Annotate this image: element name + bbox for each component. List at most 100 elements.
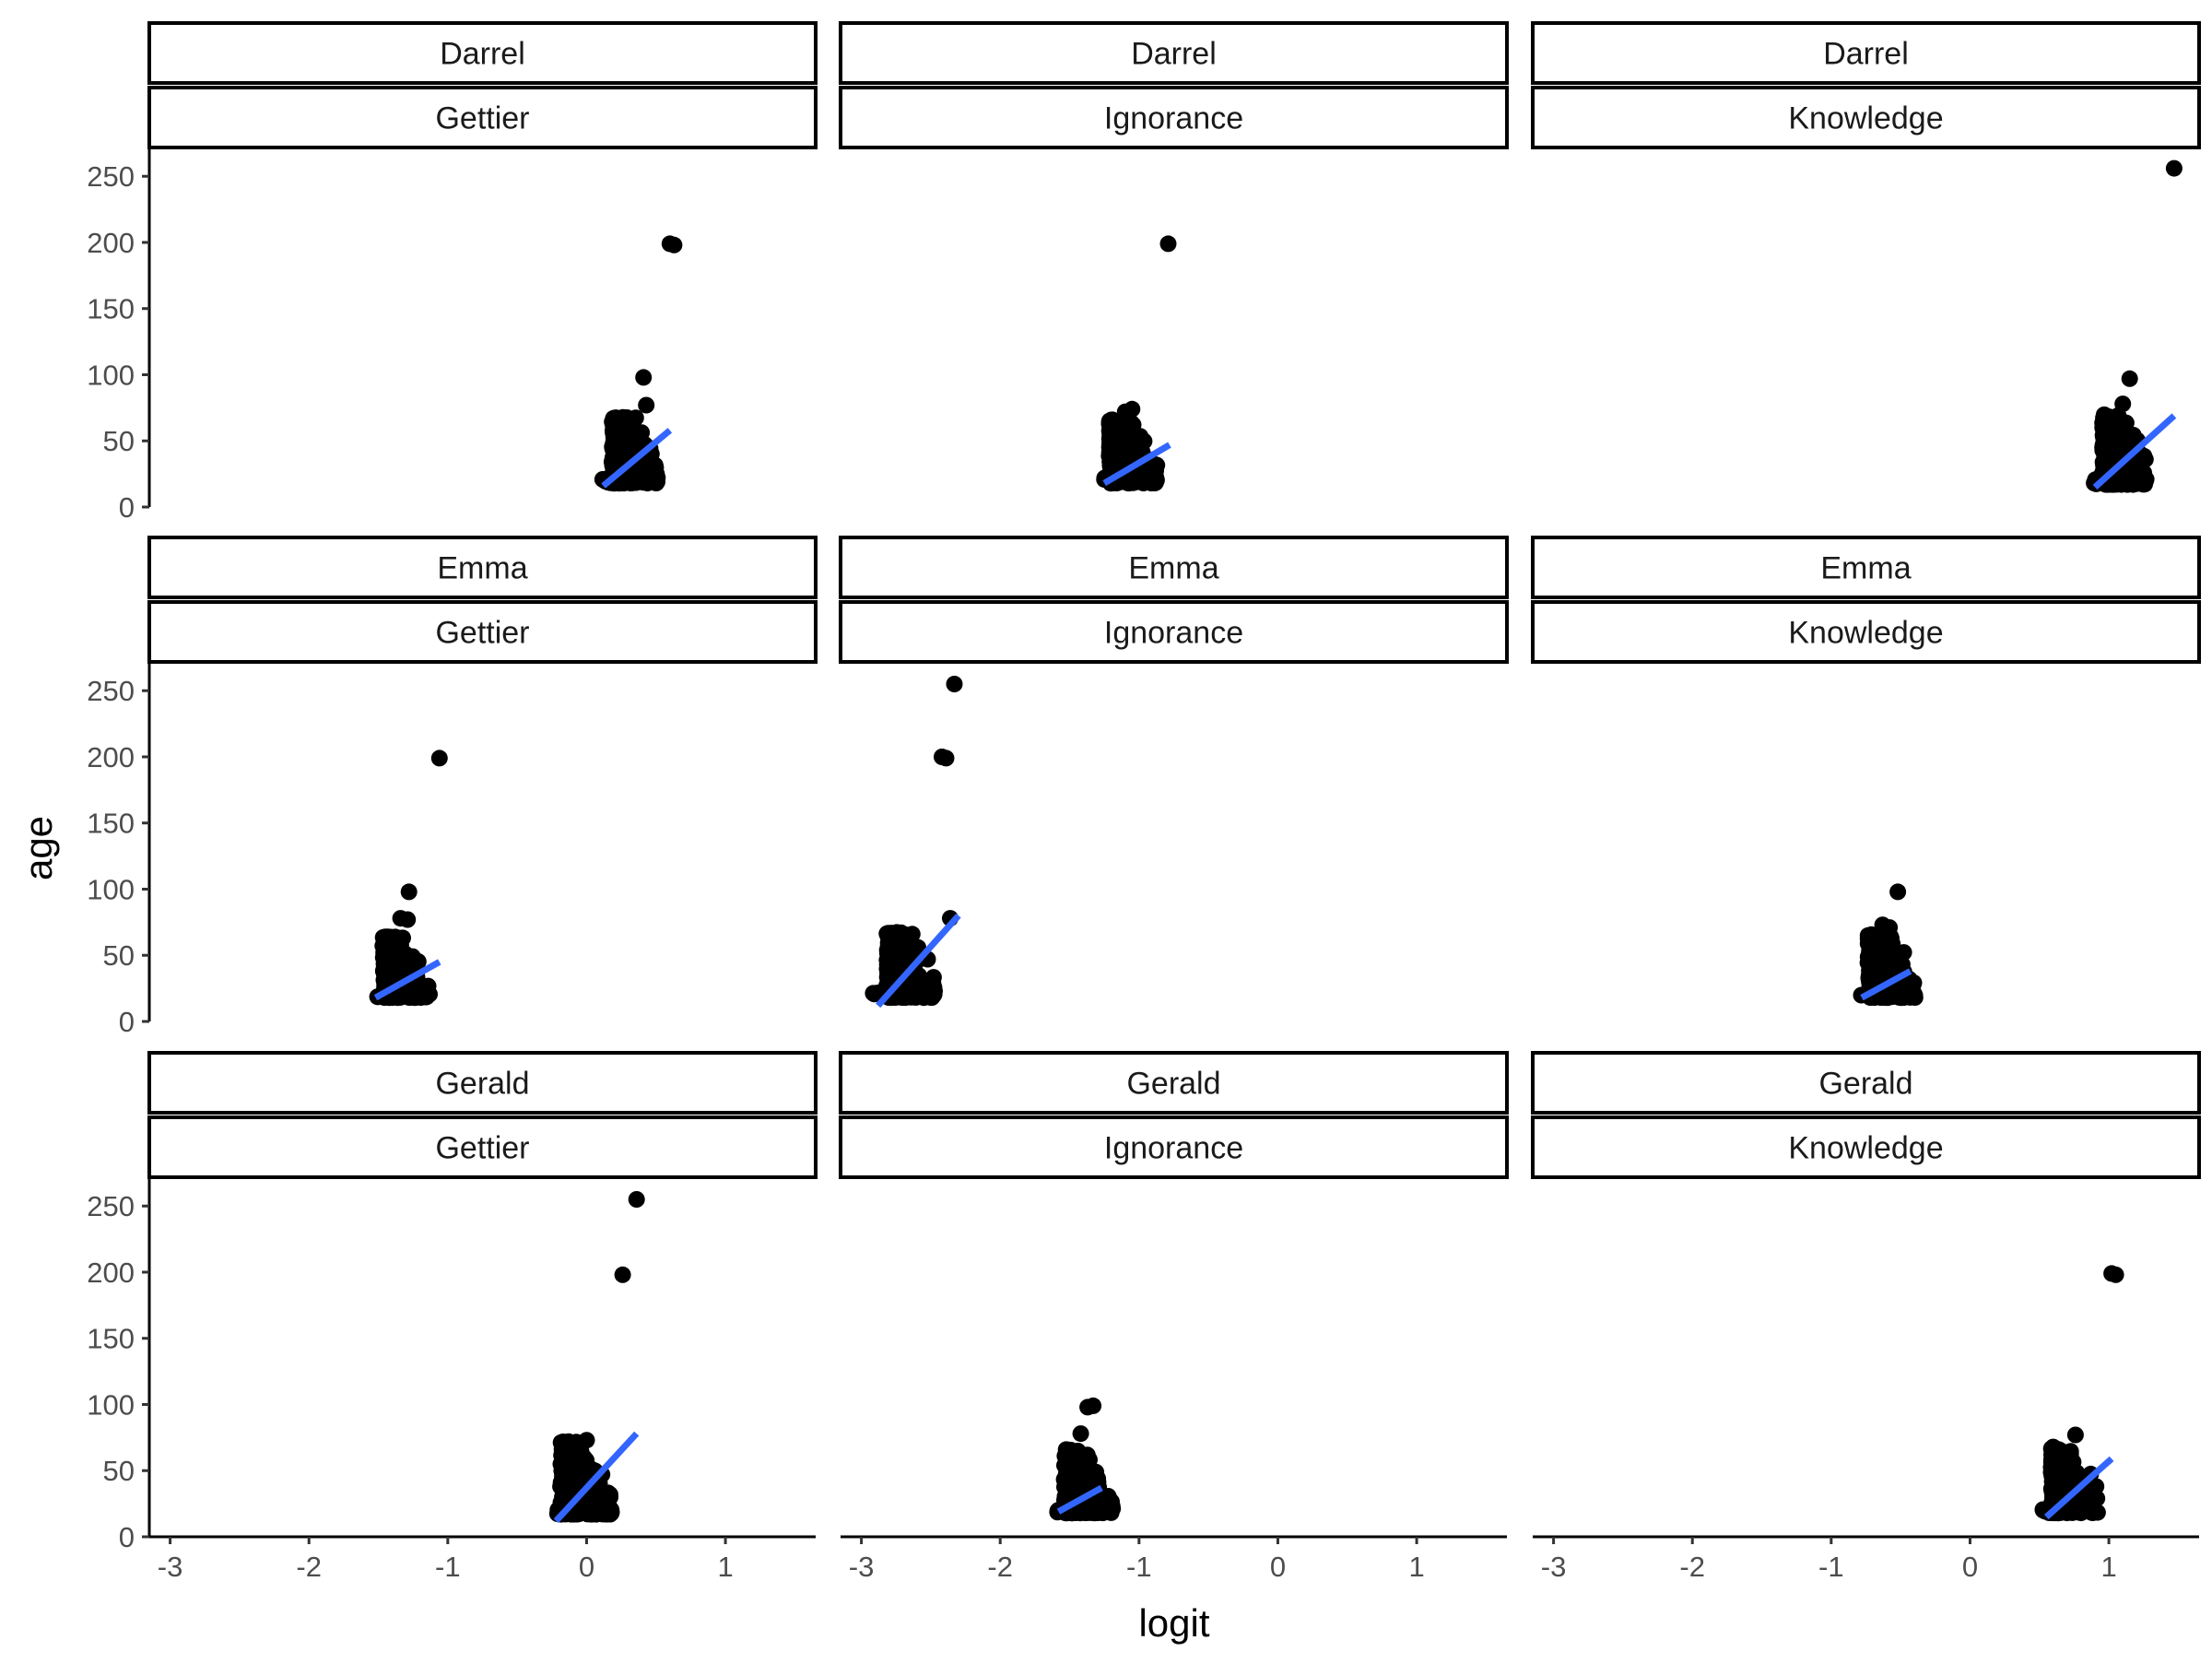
data-point [1116, 403, 1134, 420]
data-point [1895, 987, 1912, 1005]
y-tick-label: 50 [103, 1455, 135, 1487]
data-point [1104, 416, 1122, 432]
data-point [912, 986, 930, 1004]
data-point [946, 676, 963, 692]
y-tick-label: 0 [119, 1521, 135, 1553]
x-tick-label: 1 [2100, 1551, 2116, 1583]
data-point [557, 1464, 574, 1481]
fit-line [2092, 413, 2177, 490]
y-tick-label: 200 [87, 227, 135, 259]
data-point [2109, 475, 2126, 492]
data-point [1861, 971, 1877, 988]
fit-line [2043, 1456, 2114, 1520]
data-point [937, 749, 955, 767]
data-point [893, 939, 911, 957]
x-tick-label: 0 [1270, 1551, 1286, 1583]
strip-col-label: Ignorance [1104, 101, 1243, 136]
data-point [399, 984, 417, 1001]
strip-col-label: Gettier [435, 1131, 529, 1166]
data-point [1080, 1458, 1098, 1476]
strip-col-label: Knowledge [1788, 101, 1943, 136]
strip-row-box [1531, 21, 2201, 85]
data-point [1864, 927, 1880, 945]
data-point [430, 749, 448, 767]
point-cluster [2034, 1438, 2106, 1522]
data-point [2114, 395, 2132, 413]
data-point [881, 965, 899, 983]
strip-row-box [147, 536, 818, 599]
point-cluster [865, 924, 943, 1007]
facet-panel-gerald-ignorance: Gerald Ignorance -3 -2 -1 0 1 [839, 1051, 1509, 1583]
y-tick-label: 150 [87, 293, 135, 325]
fit-line [876, 913, 961, 1009]
data-point [2107, 1266, 2124, 1283]
data-point [605, 421, 621, 439]
data-point [418, 986, 435, 1004]
strip-col-label: Ignorance [1104, 1131, 1243, 1166]
data-point [635, 369, 653, 386]
data-point [1065, 1462, 1082, 1480]
facet-panel-darrel-knowledge: Darrel Knowledge [1531, 21, 2201, 493]
strip-col-label: Gettier [435, 101, 529, 136]
strip-row-label: Darrel [1823, 37, 1909, 72]
x-tick-label: -2 [296, 1551, 322, 1583]
strip-row-box [1531, 536, 2201, 599]
x-tick-label: 0 [1962, 1551, 1978, 1583]
fit-line [1860, 968, 1912, 1001]
data-point [1072, 1425, 1089, 1443]
x-tick-label: -3 [158, 1551, 183, 1583]
facet-panel-emma-gettier: Emma Gettier 0 50 100 150 200 250 [87, 536, 818, 1038]
data-point [399, 911, 417, 928]
data-point [400, 883, 418, 901]
strip-row-label: Emma [437, 551, 527, 586]
y-tick-label: 250 [87, 675, 135, 707]
strip-row-box [1531, 1051, 2201, 1115]
data-point [895, 985, 912, 1003]
fit-line [553, 1431, 640, 1524]
data-point [614, 1266, 631, 1283]
data-point [2098, 443, 2115, 460]
data-point [1116, 416, 1133, 433]
strip-row-label: Emma [1820, 551, 1911, 586]
strip-col-box [839, 600, 1509, 664]
strip-col-label: Knowledge [1788, 616, 1943, 651]
strip-col-box [1531, 600, 2201, 664]
strip-row-label: Gerald [435, 1067, 529, 1102]
facet-panel-emma-knowledge: Emma Knowledge [1531, 536, 2201, 1007]
point-cluster [1096, 411, 1166, 492]
data-point [1094, 1499, 1112, 1516]
x-tick-label: 1 [1408, 1551, 1424, 1583]
data-point [2083, 1504, 2100, 1521]
data-point [2132, 471, 2149, 489]
y-tick-label: 100 [87, 359, 135, 391]
data-point [604, 440, 621, 457]
fit-line [373, 959, 441, 1001]
data-point [642, 472, 660, 490]
data-point [559, 1479, 576, 1496]
data-point [665, 236, 683, 254]
data-point [2112, 416, 2130, 433]
data-point [1159, 235, 1177, 253]
strip-col-box [839, 86, 1509, 149]
data-point [584, 1505, 602, 1523]
data-point [1867, 957, 1885, 974]
strip-row-label: Darrel [440, 37, 525, 72]
y-axis-title: age [17, 816, 60, 880]
strip-col-box [147, 86, 818, 149]
data-point [1079, 1398, 1097, 1416]
strip-col-box [147, 1115, 818, 1179]
strip-col-box [147, 600, 818, 664]
point-cluster [594, 408, 666, 492]
data-point [1881, 919, 1899, 937]
data-point [1144, 474, 1161, 491]
strip-row-box [839, 21, 1509, 85]
x-tick-label: 0 [579, 1551, 594, 1583]
y-tick-label: 150 [87, 1323, 135, 1355]
point-cluster [2086, 406, 2155, 493]
x-tick-label: -2 [1679, 1551, 1705, 1583]
data-point [558, 1442, 575, 1459]
data-point [2116, 430, 2134, 447]
x-tick-label: -1 [1818, 1551, 1844, 1583]
